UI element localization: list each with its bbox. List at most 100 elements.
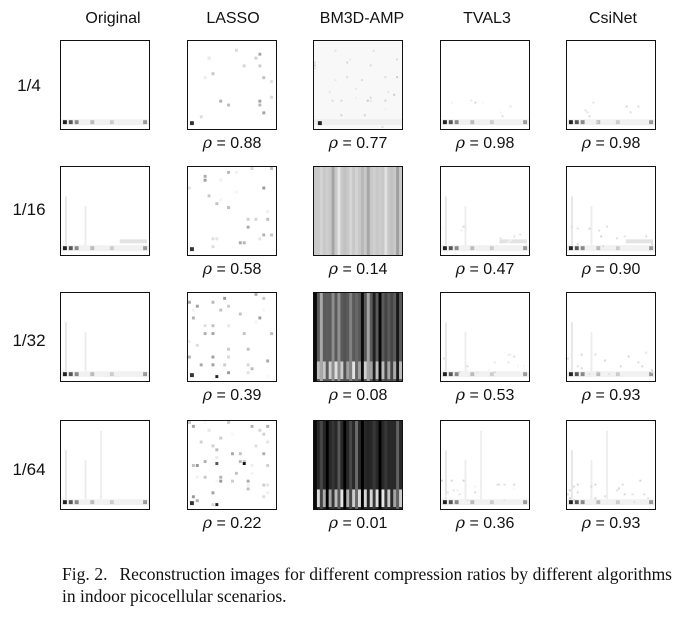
rho-value: = 0.58	[212, 261, 262, 278]
reconstruction-heatmap	[441, 196, 529, 252]
reconstruction-heatmap	[567, 322, 655, 378]
rho-label-bm3d-amp-ratio-1-4: ρ = 0.77	[298, 133, 418, 153]
rho-label-lasso-ratio-1-4: ρ = 0.88	[172, 133, 292, 153]
reconstruction-heatmap	[441, 99, 529, 126]
rho-label-tval3-ratio-1-16: ρ = 0.47	[425, 259, 545, 279]
reconstruction-heatmap	[188, 167, 274, 252]
image-tval3-ratio-1-4	[440, 40, 530, 130]
rho-symbol: ρ	[202, 133, 213, 152]
rho-value: = 0.98	[591, 135, 641, 152]
image-tval3-ratio-1-64	[440, 420, 530, 510]
reconstruction-heatmap	[441, 322, 529, 378]
rho-symbol: ρ	[202, 513, 213, 532]
image-bm3d-amp-ratio-1-32	[313, 292, 403, 382]
image-tval3-ratio-1-16	[440, 166, 530, 256]
rho-symbol: ρ	[581, 385, 592, 404]
column-header-bm3d-amp: BM3D-AMP	[319, 10, 405, 27]
rho-value: = 0.01	[338, 515, 388, 532]
rho-symbol: ρ	[202, 385, 213, 404]
rho-value: = 0.08	[338, 387, 388, 404]
reconstruction-heatmap	[314, 41, 402, 129]
rho-value: = 0.93	[591, 387, 641, 404]
image-lasso-ratio-1-4	[187, 40, 277, 130]
image-lasso-ratio-1-16	[187, 166, 277, 256]
image-csinet-ratio-1-4	[566, 40, 656, 130]
reconstruction-heatmap	[567, 196, 655, 252]
reconstruction-heatmap	[188, 421, 270, 507]
image-original-ratio-1-4	[60, 40, 150, 130]
rho-value: = 0.53	[465, 387, 515, 404]
reconstruction-heatmap	[314, 167, 402, 255]
rho-label-lasso-ratio-1-64: ρ = 0.22	[172, 513, 292, 533]
rho-value: = 0.14	[338, 261, 388, 278]
reconstruction-heatmap	[441, 430, 529, 506]
reconstruction-heatmap	[61, 322, 149, 378]
image-bm3d-amp-ratio-1-16	[313, 166, 403, 256]
rho-value: = 0.88	[212, 135, 262, 152]
rho-symbol: ρ	[581, 133, 592, 152]
reconstruction-heatmap	[314, 293, 402, 381]
rho-value: = 0.22	[212, 515, 262, 532]
rho-label-bm3d-amp-ratio-1-64: ρ = 0.01	[298, 513, 418, 533]
rho-label-lasso-ratio-1-16: ρ = 0.58	[172, 259, 292, 279]
caption-text: Reconstruction images for different comp…	[62, 564, 672, 606]
column-header-original: Original	[85, 10, 141, 27]
rho-value: = 0.47	[465, 261, 515, 278]
image-original-ratio-1-16	[60, 166, 150, 256]
rho-symbol: ρ	[328, 513, 339, 532]
caption: Fig. 2. Reconstruction images for differe…	[62, 563, 672, 607]
rho-label-csinet-ratio-1-4: ρ = 0.98	[551, 133, 671, 153]
row-label-ratio-1-32: 1/32	[12, 331, 46, 350]
image-csinet-ratio-1-64	[566, 420, 656, 510]
rho-symbol: ρ	[328, 133, 339, 152]
rho-value: = 0.39	[212, 387, 262, 404]
rho-value: = 0.36	[465, 515, 515, 532]
rho-value: = 0.90	[591, 261, 641, 278]
rho-label-csinet-ratio-1-64: ρ = 0.93	[551, 513, 671, 533]
rho-symbol: ρ	[455, 133, 466, 152]
reconstruction-heatmap	[567, 430, 655, 506]
image-bm3d-amp-ratio-1-64	[313, 420, 403, 510]
rho-label-bm3d-amp-ratio-1-16: ρ = 0.14	[298, 259, 418, 279]
rho-symbol: ρ	[455, 513, 466, 532]
column-header-csinet: CsiNet	[588, 10, 637, 27]
rho-label-bm3d-amp-ratio-1-32: ρ = 0.08	[298, 385, 418, 405]
rho-value: = 0.93	[591, 515, 641, 532]
rho-label-tval3-ratio-1-4: ρ = 0.98	[425, 133, 545, 153]
rho-symbol: ρ	[328, 259, 339, 278]
rho-symbol: ρ	[581, 259, 592, 278]
rho-symbol: ρ	[455, 259, 466, 278]
row-label-ratio-1-64: 1/64	[12, 460, 46, 479]
reconstruction-heatmap	[314, 421, 402, 509]
image-lasso-ratio-1-32	[187, 292, 277, 382]
rho-label-csinet-ratio-1-32: ρ = 0.93	[551, 385, 671, 405]
column-header-tval3: TVAL3	[463, 10, 511, 27]
image-csinet-ratio-1-32	[566, 292, 656, 382]
image-original-ratio-1-64	[60, 420, 150, 510]
reconstruction-heatmap	[189, 48, 274, 126]
image-lasso-ratio-1-64	[187, 420, 277, 510]
reconstruction-heatmap	[188, 293, 274, 379]
image-tval3-ratio-1-32	[440, 292, 530, 382]
rho-value: = 0.98	[465, 135, 515, 152]
reconstruction-heatmap	[61, 119, 149, 126]
reconstruction-heatmap	[61, 196, 149, 252]
row-label-ratio-1-16: 1/16	[12, 200, 46, 219]
caption-label: Fig. 2.	[62, 564, 108, 584]
rho-symbol: ρ	[202, 259, 213, 278]
rho-label-tval3-ratio-1-64: ρ = 0.36	[425, 513, 545, 533]
image-original-ratio-1-32	[60, 292, 150, 382]
column-header-lasso: LASSO	[206, 10, 260, 27]
rho-label-csinet-ratio-1-16: ρ = 0.90	[551, 259, 671, 279]
image-bm3d-amp-ratio-1-4	[313, 40, 403, 130]
rho-label-lasso-ratio-1-32: ρ = 0.39	[172, 385, 292, 405]
reconstruction-heatmap	[61, 430, 149, 506]
image-csinet-ratio-1-16	[566, 166, 656, 256]
reconstruction-heatmap	[567, 101, 655, 126]
rho-value: = 0.77	[338, 135, 388, 152]
row-label-ratio-1-4: 1/4	[17, 76, 41, 95]
rho-symbol: ρ	[328, 385, 339, 404]
rho-label-tval3-ratio-1-32: ρ = 0.53	[425, 385, 545, 405]
rho-symbol: ρ	[581, 513, 592, 532]
rho-symbol: ρ	[455, 385, 466, 404]
